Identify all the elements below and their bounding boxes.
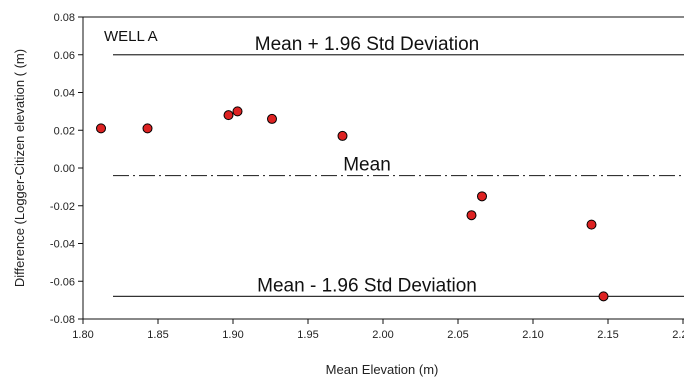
y-tick-label: 0.02: [54, 125, 75, 137]
y-tick-label: 0.06: [54, 50, 75, 62]
x-tick-label: 1.85: [147, 329, 168, 341]
y-tick-label: 0.04: [54, 88, 75, 100]
reference-lines: Mean + 1.96 Std Deviation Mean Mean - 1.96…: [113, 34, 684, 298]
x-tick-label: 2.20: [672, 329, 684, 341]
mean-label: Mean: [343, 155, 391, 176]
x-tick-label: 2.10: [522, 329, 543, 341]
x-tick-label: 1.80: [72, 329, 93, 341]
data-point: [232, 106, 243, 117]
x-tick-label: 1.95: [297, 329, 318, 341]
y-axis-title: Difference (Logger-Citizen elevation ( (…: [12, 49, 27, 287]
y-tick-label: 0.08: [54, 12, 75, 24]
data-point: [267, 113, 277, 124]
axes: 1.80 1.85 1.90 1.95 2.00 2.05 2.10 2.15 2.20 -0.0…: [50, 12, 684, 341]
data-point: [223, 110, 234, 121]
y-tick-label: -0.06: [50, 276, 75, 288]
x-tick-label: 1.90: [222, 329, 243, 341]
data-point: [337, 130, 348, 141]
data-point: [477, 191, 487, 202]
panel-label: WELL A: [104, 28, 158, 45]
data-point: [586, 219, 597, 230]
data-point: [142, 123, 153, 134]
y-tick-label: -0.04: [50, 239, 75, 251]
x-tick-label: 2.05: [447, 329, 468, 341]
y-tick-label: 0.00: [54, 163, 75, 175]
data-point: [598, 291, 609, 302]
y-tick-label: -0.02: [50, 201, 75, 213]
y-tick-label: -0.08: [50, 314, 75, 326]
data-point: [96, 123, 106, 134]
lower-limit-label: Mean - 1.96 Std Deviation: [257, 275, 477, 296]
x-tick-label: 2.15: [597, 329, 618, 341]
data-point: [466, 210, 477, 221]
x-tick-label: 2.00: [372, 329, 393, 341]
data-points: [96, 106, 609, 302]
x-axis-title: Mean Elevation (m): [326, 362, 439, 377]
upper-limit-label: Mean + 1.96 Std Deviation: [255, 34, 479, 55]
